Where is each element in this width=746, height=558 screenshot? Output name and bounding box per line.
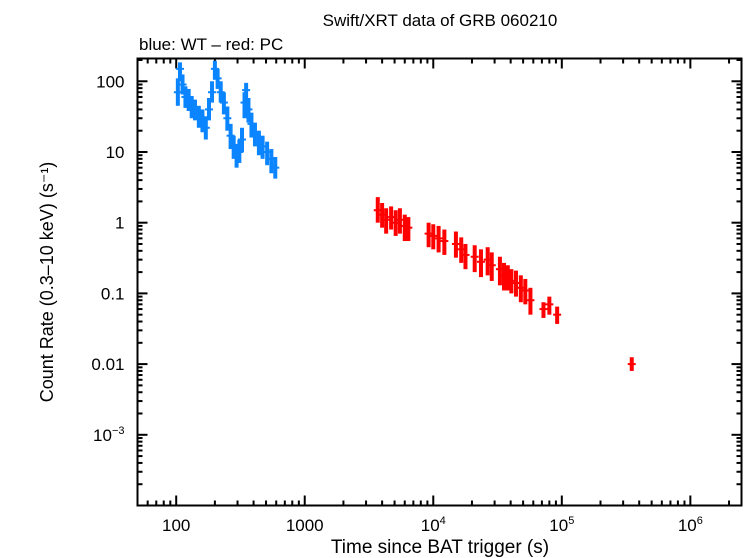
data-point (223, 106, 232, 131)
data-point (242, 82, 251, 103)
y-tick-label: 1 (115, 214, 124, 233)
data-point (244, 98, 253, 123)
data-point (539, 302, 548, 318)
data-point (205, 98, 214, 121)
data-point (434, 225, 443, 253)
data-point (521, 278, 530, 305)
x-tick-label: 1000 (286, 516, 324, 535)
y-tick-label: 10−3 (93, 425, 124, 445)
data-point (201, 116, 210, 140)
y-tick-label: 100 (96, 72, 124, 91)
y-tick-label: 0.01 (91, 355, 124, 374)
chart-title: Swift/XRT data of GRB 060210 (323, 11, 558, 30)
data-point (511, 270, 520, 297)
data-point (451, 231, 460, 258)
y-tick-label: 0.1 (101, 284, 125, 303)
x-tick-label: 100 (162, 516, 190, 535)
data-point (395, 208, 404, 234)
y-axis-label: Count Rate (0.3–10 keV) (s⁻¹) (37, 162, 57, 403)
data-point (219, 92, 228, 115)
x-tick-label: 106 (678, 515, 703, 535)
data-point (175, 62, 184, 82)
data-point (470, 245, 479, 273)
data-point (208, 81, 217, 103)
plot-frame (136, 57, 743, 507)
data-point (271, 156, 280, 179)
data-point (404, 217, 413, 242)
series-wt (173, 60, 280, 179)
data-point (429, 224, 438, 250)
data-point (476, 249, 485, 278)
data-point (487, 252, 496, 281)
data-point (237, 127, 246, 152)
data-point (382, 208, 391, 234)
y-tick-label: 10 (106, 143, 125, 162)
data-point (545, 296, 554, 315)
x-tick-label: 105 (549, 515, 574, 535)
data-point (526, 287, 535, 315)
data-point (213, 68, 222, 89)
data-point (627, 357, 636, 371)
data-point (461, 243, 470, 270)
data-point (440, 229, 449, 255)
x-tick-label: 104 (421, 515, 446, 535)
series-pc (373, 197, 636, 371)
data-point (173, 78, 182, 106)
x-axis-label: Time since BAT trigger (s) (331, 537, 549, 558)
data-point (553, 306, 562, 324)
chart-subtitle: blue: WT – red: PC (139, 35, 283, 54)
data-point (178, 74, 187, 95)
